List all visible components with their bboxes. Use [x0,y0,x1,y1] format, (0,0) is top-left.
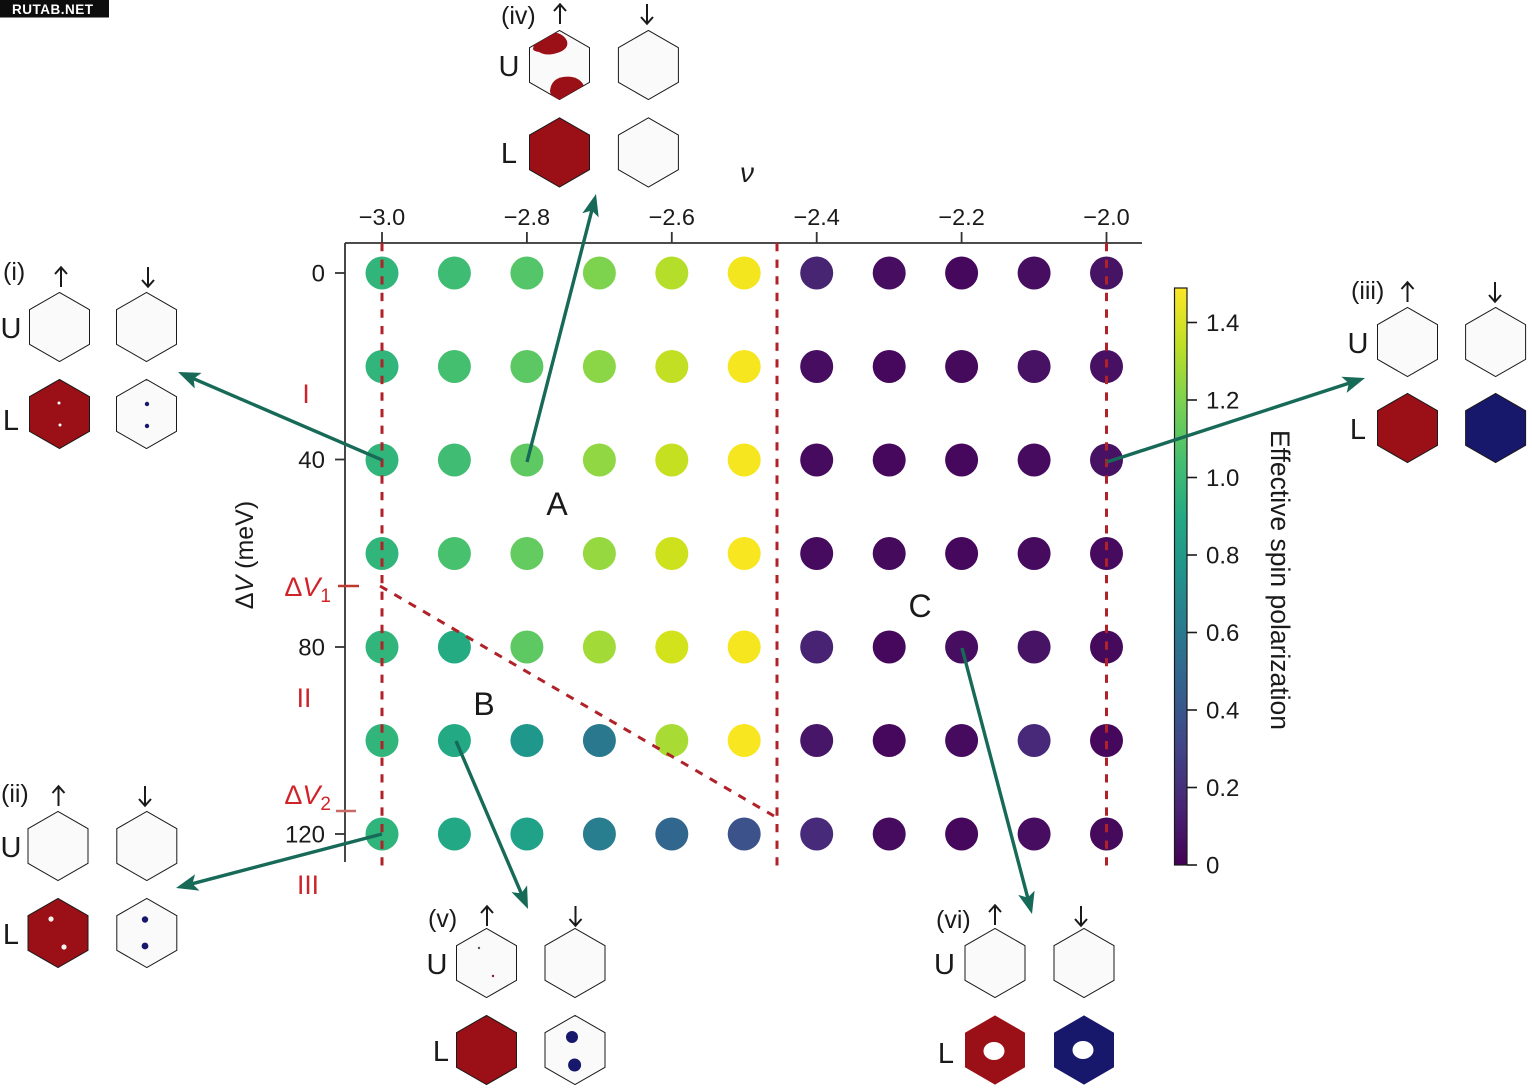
svg-text:−2.0: −2.0 [1083,204,1129,230]
svg-text:U: U [1348,328,1369,360]
svg-text:120: 120 [285,822,325,849]
svg-text:1.2: 1.2 [1206,388,1239,415]
svg-text:−3.0: −3.0 [359,204,405,230]
svg-text:0: 0 [1206,853,1219,880]
svg-text:U: U [499,51,520,83]
svg-text:−2.2: −2.2 [938,204,984,230]
svg-text:RUTAB.NET: RUTAB.NET [12,2,94,17]
svg-text:(iv): (iv) [501,2,536,30]
svg-text:(i): (i) [3,258,25,286]
svg-text:A: A [546,486,568,522]
svg-text:0: 0 [312,261,325,288]
svg-text:L: L [1350,414,1366,446]
svg-text:L: L [938,1038,954,1070]
svg-text:III: III [297,870,319,900]
svg-text:C: C [908,588,931,624]
svg-text:II: II [297,683,312,713]
svg-text:Effective spin polarization: Effective spin polarization [1265,430,1295,730]
svg-text:−2.4: −2.4 [793,204,839,230]
svg-text:80: 80 [298,635,325,662]
svg-text:1.0: 1.0 [1206,465,1239,492]
svg-text:B: B [473,686,494,722]
svg-text:−2.8: −2.8 [504,204,550,230]
svg-text:L: L [501,138,517,170]
svg-text:ν: ν [740,157,754,188]
svg-text:(vi): (vi) [936,906,971,934]
svg-text:0.6: 0.6 [1206,620,1239,647]
svg-text:ΔV (meV): ΔV (meV) [231,501,259,609]
svg-text:(iii): (iii) [1351,277,1384,305]
svg-text:U: U [427,949,448,981]
svg-text:L: L [3,405,19,437]
svg-text:0.4: 0.4 [1206,698,1239,725]
svg-text:0.8: 0.8 [1206,543,1239,570]
svg-text:U: U [1,313,22,345]
svg-text:I: I [302,379,309,409]
svg-text:−2.6: −2.6 [649,204,695,230]
svg-text:0.2: 0.2 [1206,775,1239,802]
svg-text:(v): (v) [428,905,457,933]
svg-text:L: L [433,1036,449,1068]
svg-text:(ii): (ii) [1,780,29,808]
svg-text:1.4: 1.4 [1206,310,1239,337]
svg-text:U: U [1,832,22,864]
svg-text:40: 40 [298,447,325,474]
svg-text:U: U [934,949,955,981]
svg-text:L: L [3,919,19,951]
